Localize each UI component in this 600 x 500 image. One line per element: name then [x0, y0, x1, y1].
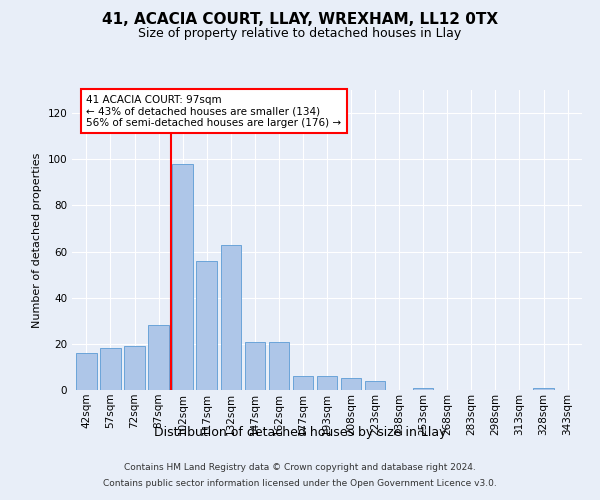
Text: Size of property relative to detached houses in Llay: Size of property relative to detached ho… — [139, 28, 461, 40]
Bar — [221, 244, 241, 390]
Bar — [172, 164, 193, 390]
Text: Contains public sector information licensed under the Open Government Licence v3: Contains public sector information licen… — [103, 478, 497, 488]
Bar — [533, 388, 554, 390]
Bar — [293, 376, 313, 390]
Text: 41 ACACIA COURT: 97sqm
← 43% of detached houses are smaller (134)
56% of semi-de: 41 ACACIA COURT: 97sqm ← 43% of detached… — [86, 94, 341, 128]
Text: Contains HM Land Registry data © Crown copyright and database right 2024.: Contains HM Land Registry data © Crown c… — [124, 464, 476, 472]
Bar — [124, 346, 145, 390]
Bar — [100, 348, 121, 390]
Bar — [341, 378, 361, 390]
Y-axis label: Number of detached properties: Number of detached properties — [32, 152, 42, 328]
Bar — [317, 376, 337, 390]
Text: Distribution of detached houses by size in Llay: Distribution of detached houses by size … — [154, 426, 446, 439]
Bar — [76, 353, 97, 390]
Bar — [413, 388, 433, 390]
Text: 41, ACACIA COURT, LLAY, WREXHAM, LL12 0TX: 41, ACACIA COURT, LLAY, WREXHAM, LL12 0T… — [102, 12, 498, 28]
Bar — [148, 326, 169, 390]
Bar — [365, 381, 385, 390]
Bar — [245, 342, 265, 390]
Bar — [269, 342, 289, 390]
Bar — [196, 261, 217, 390]
